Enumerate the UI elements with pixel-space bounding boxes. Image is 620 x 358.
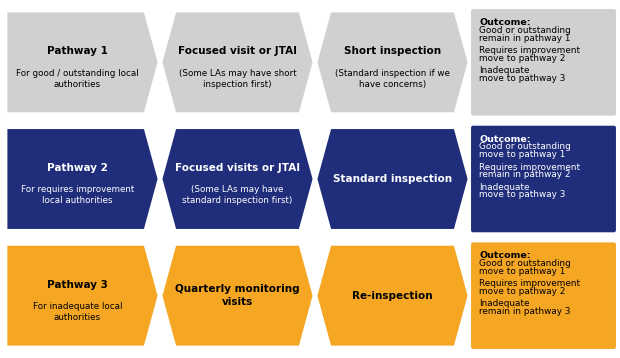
Polygon shape [161,244,314,347]
Text: Quarterly monitoring
visits: Quarterly monitoring visits [175,285,300,307]
Text: Good or outstanding: Good or outstanding [479,259,571,268]
Text: Requires improvement: Requires improvement [479,163,580,171]
Text: move to pathway 1: move to pathway 1 [479,150,565,159]
Text: Inadequate: Inadequate [479,183,529,192]
Text: remain in pathway 2: remain in pathway 2 [479,170,570,179]
Text: (Some LAs may have
standard inspection first): (Some LAs may have standard inspection f… [182,185,293,205]
Text: remain in pathway 1: remain in pathway 1 [479,34,570,43]
Polygon shape [161,11,314,114]
Text: For inadequate local
authorities: For inadequate local authorities [33,302,122,322]
FancyBboxPatch shape [470,125,617,233]
Polygon shape [6,128,159,230]
Text: Inadequate: Inadequate [479,299,529,308]
Text: Requires improvement: Requires improvement [479,46,580,55]
Text: (Some LAs may have short
inspection first): (Some LAs may have short inspection firs… [179,69,296,89]
Text: move to pathway 1: move to pathway 1 [479,267,565,276]
Text: Requires improvement: Requires improvement [479,279,580,288]
Text: Inadequate: Inadequate [479,66,529,75]
Text: move to pathway 3: move to pathway 3 [479,74,565,83]
Text: Outcome:: Outcome: [479,251,531,260]
Polygon shape [6,244,159,347]
Text: Re-inspection: Re-inspection [352,291,433,301]
Text: Good or outstanding: Good or outstanding [479,26,571,35]
Polygon shape [316,11,469,114]
Text: Good or outstanding: Good or outstanding [479,142,571,151]
Text: Pathway 2: Pathway 2 [47,163,108,173]
Text: Pathway 3: Pathway 3 [47,280,108,290]
Text: move to pathway 2: move to pathway 2 [479,287,565,296]
Text: (Standard inspection if we
have concerns): (Standard inspection if we have concerns… [335,69,450,89]
Text: Outcome:: Outcome: [479,18,531,27]
Text: Outcome:: Outcome: [479,135,531,144]
Polygon shape [316,128,469,230]
Text: For requires improvement
local authorities: For requires improvement local authoriti… [21,185,134,205]
Text: remain in pathway 3: remain in pathway 3 [479,307,570,316]
Text: move to pathway 3: move to pathway 3 [479,190,565,199]
Text: Short inspection: Short inspection [344,47,441,57]
FancyBboxPatch shape [470,241,617,350]
Text: move to pathway 2: move to pathway 2 [479,54,565,63]
Polygon shape [6,11,159,114]
Polygon shape [316,244,469,347]
Polygon shape [161,128,314,230]
Text: Pathway 1: Pathway 1 [47,47,108,57]
Text: Focused visits or JTAI: Focused visits or JTAI [175,163,300,173]
Text: For good / outstanding local
authorities: For good / outstanding local authorities [16,69,139,89]
Text: Focused visit or JTAI: Focused visit or JTAI [178,47,297,57]
FancyBboxPatch shape [470,8,617,117]
Text: Standard inspection: Standard inspection [333,174,452,184]
